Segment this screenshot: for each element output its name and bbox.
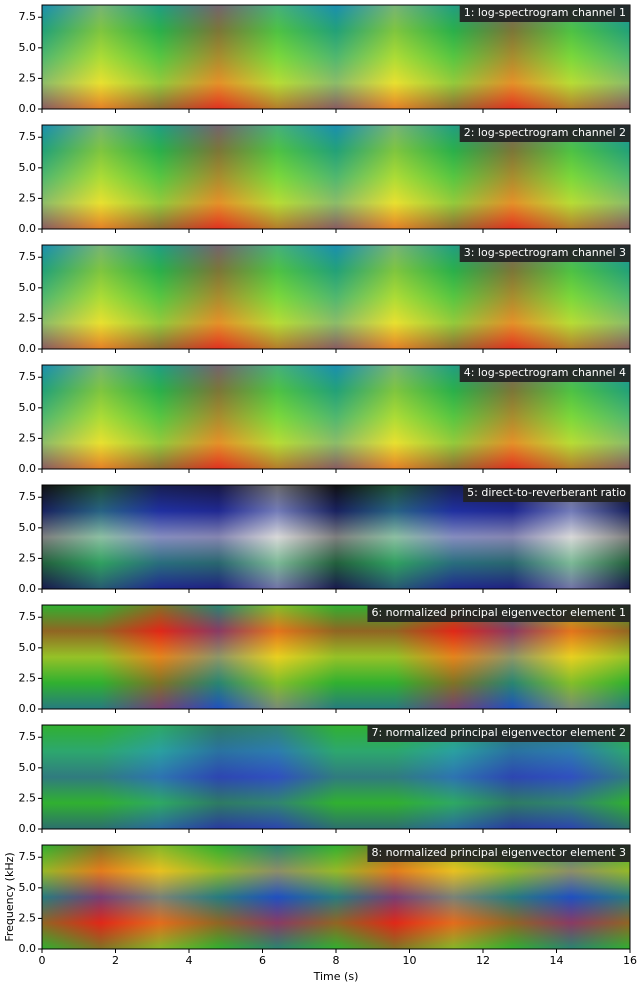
panel-title: 8: normalized principal eigenvector elem… — [371, 846, 626, 859]
y-tick-label: 7.5 — [19, 250, 37, 263]
panel-title-box — [367, 845, 630, 862]
spectrogram-texture — [42, 365, 630, 469]
y-tick-label: 5.0 — [19, 641, 37, 654]
x-tick-label: 0 — [39, 954, 46, 967]
y-tick-label: 5.0 — [19, 41, 37, 54]
y-tick-label: 5.0 — [19, 881, 37, 894]
x-tick-label: 8 — [333, 954, 340, 967]
panel-title: 1: log-spectrogram channel 1 — [464, 6, 626, 19]
x-tick-label: 2 — [112, 954, 119, 967]
panel-title: 2: log-spectrogram channel 2 — [464, 126, 626, 139]
panel-title-box — [459, 5, 630, 22]
spectrogram-texture — [42, 5, 630, 109]
x-axis-label: Time (s) — [313, 970, 359, 983]
spectrogram-texture — [42, 605, 630, 709]
y-tick-label: 2.5 — [19, 791, 37, 804]
y-tick-label: 0.0 — [19, 342, 37, 355]
spectrogram-texture — [42, 245, 630, 349]
y-tick-label: 7.5 — [19, 850, 37, 863]
y-tick-label: 0.0 — [19, 222, 37, 235]
y-tick-label: 7.5 — [19, 490, 37, 503]
y-tick-label: 5.0 — [19, 161, 37, 174]
y-tick-label: 0.0 — [19, 702, 37, 715]
y-tick-label: 7.5 — [19, 130, 37, 143]
panel-title-box — [459, 125, 630, 142]
y-tick-label: 7.5 — [19, 370, 37, 383]
x-tick-label: 12 — [476, 954, 490, 967]
y-tick-label: 0.0 — [19, 582, 37, 595]
x-tick-label: 14 — [550, 954, 564, 967]
panel-title-box — [459, 365, 630, 382]
y-tick-label: 2.5 — [19, 911, 37, 924]
panel-title-box — [367, 725, 630, 742]
spectrogram-texture — [42, 845, 630, 949]
panel-title: 3: log-spectrogram channel 3 — [464, 246, 626, 259]
panel-title-box — [463, 485, 630, 502]
y-tick-label: 2.5 — [19, 671, 37, 684]
spectrogram-texture — [42, 485, 630, 589]
y-tick-label: 0.0 — [19, 822, 37, 835]
y-tick-label: 5.0 — [19, 521, 37, 534]
y-tick-label: 0.0 — [19, 942, 37, 955]
y-tick-label: 5.0 — [19, 761, 37, 774]
panel-title-box — [459, 245, 630, 262]
y-tick-label: 2.5 — [19, 431, 37, 444]
x-tick-label: 6 — [259, 954, 266, 967]
x-tick-label: 16 — [623, 954, 637, 967]
y-tick-label: 5.0 — [19, 401, 37, 414]
x-tick-label: 4 — [186, 954, 193, 967]
y-axis-label: Frequency (kHz) — [3, 852, 16, 941]
y-tick-label: 0.0 — [19, 102, 37, 115]
spectrogram-texture — [42, 125, 630, 229]
y-tick-label: 5.0 — [19, 281, 37, 294]
y-tick-label: 7.5 — [19, 610, 37, 623]
y-tick-label: 2.5 — [19, 311, 37, 324]
y-tick-label: 7.5 — [19, 730, 37, 743]
panel-title-box — [367, 605, 630, 622]
panel-title: 7: normalized principal eigenvector elem… — [371, 726, 626, 739]
panel-title: 5: direct-to-reverberant ratio — [467, 486, 626, 499]
panel-title: 6: normalized principal eigenvector elem… — [371, 606, 626, 619]
y-tick-label: 2.5 — [19, 551, 37, 564]
y-tick-label: 7.5 — [19, 10, 37, 23]
y-tick-label: 2.5 — [19, 191, 37, 204]
panel-title: 4: log-spectrogram channel 4 — [464, 366, 626, 379]
y-tick-label: 0.0 — [19, 462, 37, 475]
y-tick-label: 2.5 — [19, 71, 37, 84]
spectrogram-texture — [42, 725, 630, 829]
x-tick-label: 10 — [403, 954, 417, 967]
